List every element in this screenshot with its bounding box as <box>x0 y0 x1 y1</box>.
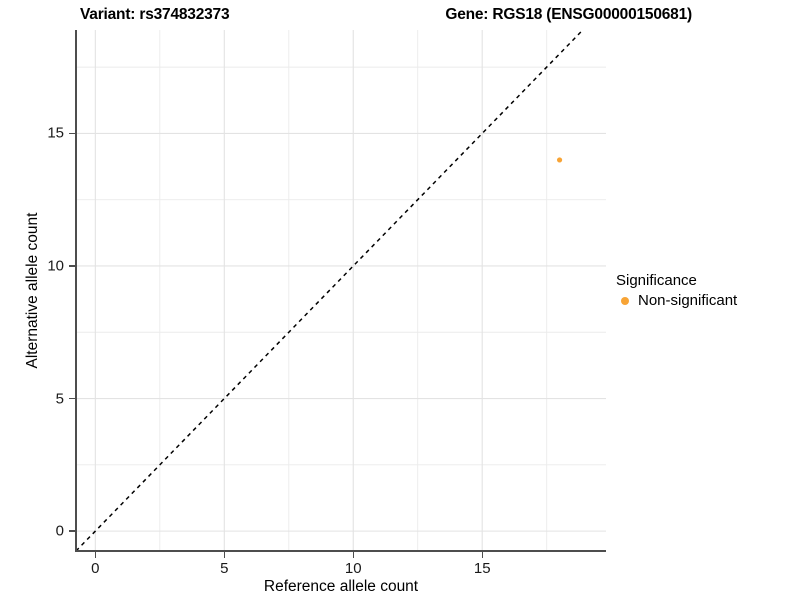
y-axis-line <box>75 30 77 552</box>
data-point <box>556 157 563 163</box>
legend-item[interactable]: Non-significant <box>616 292 796 309</box>
y-axis-tick-label: 5 <box>55 390 64 408</box>
legend-dot-icon <box>620 296 629 305</box>
x-axis-tick <box>223 552 225 558</box>
minor-gridlines <box>76 30 606 551</box>
legend: Significance Non-significant <box>616 272 796 309</box>
y-axis-tick-label: 15 <box>47 124 64 142</box>
x-axis-tick-label: 15 <box>473 560 491 577</box>
legend-item-label: Non-significant <box>638 292 738 309</box>
legend-items: Non-significant <box>616 292 796 309</box>
y-axis-tick <box>69 265 75 267</box>
major-gridlines <box>76 30 606 551</box>
y-axis-tick <box>69 530 75 532</box>
y-axis-tick <box>69 397 75 400</box>
x-axis-line <box>75 550 606 552</box>
data-points <box>556 157 563 163</box>
x-axis-title: Reference allele count <box>263 578 419 595</box>
diagonal-reference-line <box>76 30 584 551</box>
x-axis-tick-label: 10 <box>344 560 362 577</box>
y-axis-tick-label: 10 <box>47 257 64 275</box>
legend-title: Significance <box>616 272 697 289</box>
legend-key <box>616 292 633 309</box>
plot-canvas <box>76 30 606 551</box>
x-axis-tick <box>94 552 97 558</box>
y-axis-tick-label: 0 <box>55 522 64 540</box>
variant-title: Variant: rs374832373 <box>80 6 230 23</box>
gene-title: Gene: RGS18 (ENSG00000150681) <box>445 6 692 23</box>
reference-line <box>76 30 584 551</box>
chart-title-row: Variant: rs374832373 Gene: RGS18 (ENSG00… <box>76 3 696 27</box>
plot-panel <box>76 30 606 551</box>
x-axis-tick-label: 5 <box>220 560 229 577</box>
x-axis-tick-label: 0 <box>91 560 100 577</box>
y-axis-tick <box>69 132 75 135</box>
y-axis-title: Alternative allele count <box>24 212 41 369</box>
x-axis-tick <box>481 552 483 558</box>
x-axis-tick <box>352 552 354 558</box>
